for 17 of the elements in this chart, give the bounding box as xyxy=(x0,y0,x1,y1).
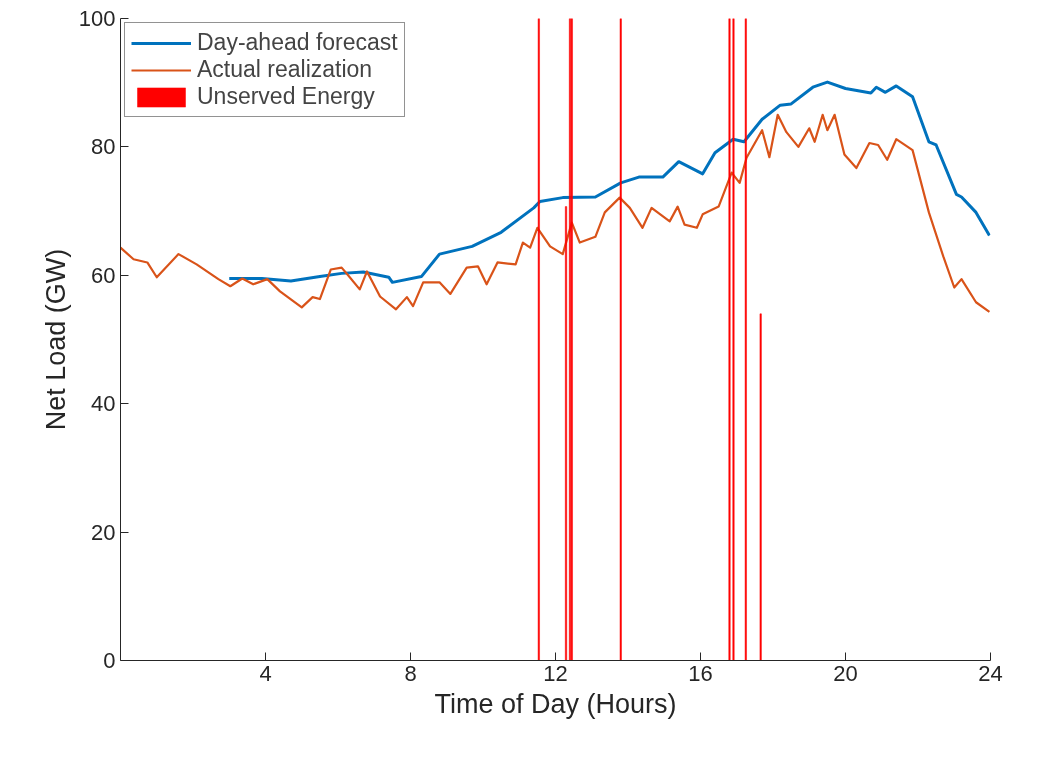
x-tick-label: 24 xyxy=(978,660,1003,686)
legend-label: Actual realization xyxy=(197,56,373,83)
x-tick-label: 12 xyxy=(543,660,568,686)
x-tick-label: 4 xyxy=(259,660,272,686)
y-tick-label: 20 xyxy=(91,519,116,545)
y-tick-label: 60 xyxy=(91,262,116,288)
x-tick-label: 8 xyxy=(404,660,417,686)
y-axis-title: Net Load (GW) xyxy=(40,248,71,431)
x-tick-label: 16 xyxy=(688,660,713,686)
y-tick-label: 40 xyxy=(91,391,116,417)
y-tick-label: 100 xyxy=(78,6,116,31)
x-axis-title: Time of Day (Hours) xyxy=(434,688,677,719)
x-tick-label: 20 xyxy=(833,660,858,686)
legend-label: Unserved Energy xyxy=(197,83,375,110)
legend-label: Day-ahead forecast xyxy=(197,29,398,56)
y-tick-label: 80 xyxy=(91,134,116,160)
y-tick-label: 0 xyxy=(103,648,116,673)
